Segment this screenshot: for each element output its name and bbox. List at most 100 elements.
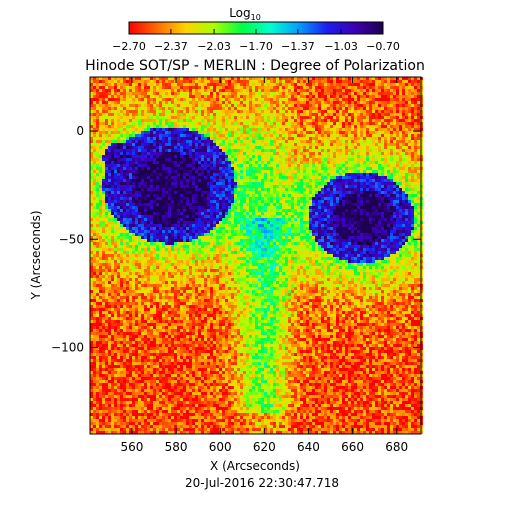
heatmap-cell [183,197,186,200]
heatmap-cell [237,92,240,95]
heatmap-cell [321,170,324,173]
heatmap-cell [264,92,267,95]
heatmap-cell [357,185,360,188]
heatmap-cell [366,77,369,80]
heatmap-cell [222,101,225,104]
heatmap-cell [105,179,108,182]
heatmap-cell [285,197,288,200]
heatmap-cell [231,140,234,143]
heatmap-cell [234,104,237,107]
heatmap-cell [336,203,339,206]
heatmap-cell [387,104,390,107]
heatmap-cell [99,158,102,161]
heatmap-cell [306,134,309,137]
heatmap-cell [183,191,186,194]
heatmap-cell [330,92,333,95]
heatmap-cell [348,197,351,200]
heatmap-cell [306,98,309,101]
heatmap-cell [327,197,330,200]
heatmap-cell [240,194,243,197]
heatmap-cell [177,98,180,101]
heatmap-cell [324,164,327,167]
heatmap-cell [315,107,318,110]
heatmap-cell [195,152,198,155]
heatmap-cell [354,149,357,152]
heatmap-cell [216,182,219,185]
heatmap-cell [408,101,411,104]
heatmap-cell [372,77,375,80]
heatmap-cell [153,134,156,137]
heatmap-cell [321,191,324,194]
heatmap-cell [351,206,354,209]
heatmap-cell [354,173,357,176]
heatmap-cell [180,89,183,92]
heatmap-cell [390,164,393,167]
heatmap-cell [162,77,165,80]
heatmap-cell [138,185,141,188]
heatmap-cell [198,167,201,170]
heatmap-cell [276,134,279,137]
heatmap-cell [321,206,324,209]
heatmap-cell [288,131,291,134]
heatmap-cell [336,176,339,179]
heatmap-cell [183,200,186,203]
heatmap-cell [189,149,192,152]
heatmap-cell [147,200,150,203]
heatmap-cell [93,122,96,125]
heatmap-cell [282,179,285,182]
heatmap-cell [243,80,246,83]
heatmap-cell [351,185,354,188]
heatmap-cell [93,209,96,212]
heatmap-cell [390,107,393,110]
heatmap-cell [111,158,114,161]
heatmap-cell [237,107,240,110]
heatmap-cell [183,206,186,209]
heatmap-cell [309,131,312,134]
heatmap-cell [126,128,129,131]
heatmap-cell [171,194,174,197]
heatmap-cell [294,161,297,164]
heatmap-cell [249,110,252,113]
heatmap-cell [159,98,162,101]
heatmap-cell [273,191,276,194]
heatmap-cell [336,197,339,200]
heatmap-cell [234,116,237,119]
heatmap-cell [219,83,222,86]
heatmap-cell [102,191,105,194]
heatmap-cell [300,119,303,122]
heatmap-cell [402,98,405,101]
heatmap-cell [171,80,174,83]
heatmap-cell [237,197,240,200]
heatmap-cell [240,92,243,95]
heatmap-cell [393,110,396,113]
heatmap-cell [225,149,228,152]
heatmap-cell [369,158,372,161]
heatmap-cell [141,176,144,179]
heatmap-cell [333,197,336,200]
heatmap-cell [267,209,270,212]
heatmap-cell [330,176,333,179]
heatmap-cell [255,167,258,170]
heatmap-cell [375,122,378,125]
heatmap-cell [321,155,324,158]
heatmap-cell [240,104,243,107]
heatmap-cell [117,206,120,209]
heatmap-cell [117,131,120,134]
heatmap-cell [264,143,267,146]
heatmap-cell [108,134,111,137]
heatmap-cell [147,170,150,173]
heatmap-cell [246,83,249,86]
heatmap-cell [105,185,108,188]
heatmap-cell [387,152,390,155]
heatmap-cell [219,185,222,188]
heatmap-cell [126,119,129,122]
heatmap-cell [210,101,213,104]
heatmap-cell [417,197,420,200]
heatmap-cell [354,119,357,122]
heatmap-cell [198,122,201,125]
heatmap-cell [276,185,279,188]
heatmap-cell [249,113,252,116]
heatmap-cell [411,200,414,203]
heatmap-cell [324,116,327,119]
heatmap-cell [324,107,327,110]
